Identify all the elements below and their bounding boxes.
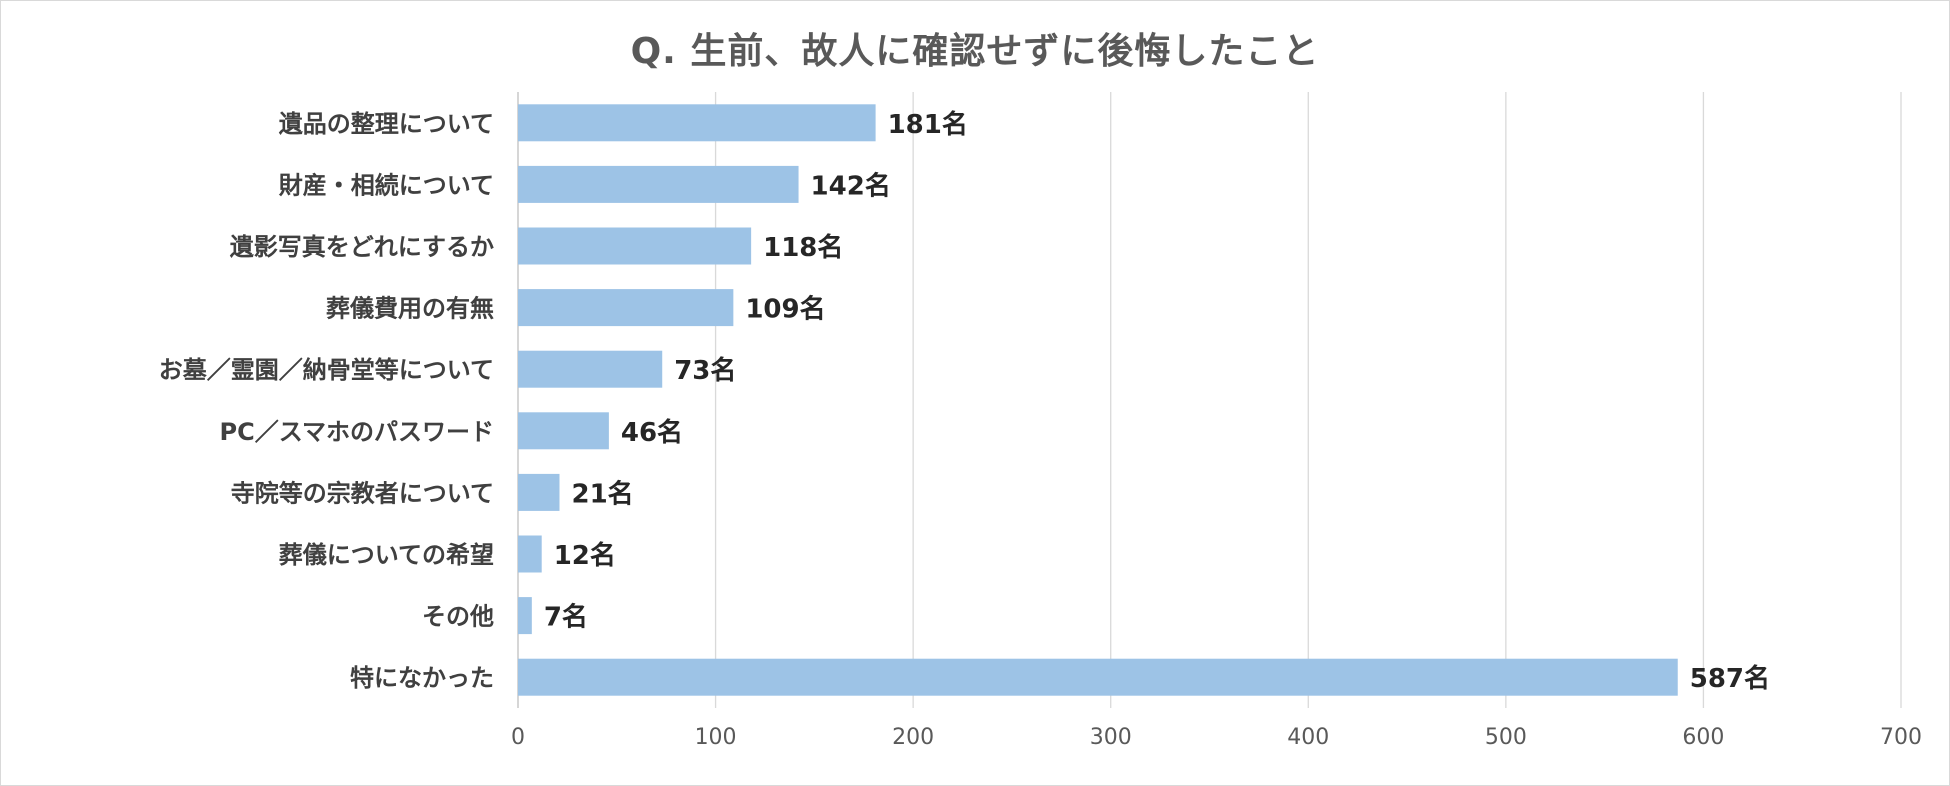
bar xyxy=(518,658,1678,696)
x-tick-label: 600 xyxy=(1682,725,1724,750)
category-label: その他 xyxy=(422,603,494,631)
x-tick-label: 0 xyxy=(511,725,525,750)
bar xyxy=(518,104,876,142)
category-label: 葬儀費用の有無 xyxy=(326,295,494,323)
bar xyxy=(518,350,663,388)
category-label: 財産・相続について xyxy=(279,171,494,199)
category-label: 遺影写真をどれにするか xyxy=(230,233,494,261)
bar xyxy=(518,165,799,203)
data-label: 587名 xyxy=(1690,663,1770,694)
x-tick-label: 200 xyxy=(892,725,934,750)
x-tick-label: 300 xyxy=(1090,725,1132,750)
bar xyxy=(518,473,560,511)
category-label: 葬儀についての希望 xyxy=(279,541,494,569)
bar xyxy=(518,412,609,450)
chart-title: Q. 生前、故人に確認せずに後悔したこと xyxy=(630,31,1320,72)
x-tick-label: 500 xyxy=(1485,725,1527,750)
data-label: 181名 xyxy=(888,109,968,140)
bars xyxy=(518,104,1678,696)
x-tick-label: 100 xyxy=(695,725,737,750)
bar xyxy=(518,597,532,635)
category-label: 遺品の整理について xyxy=(279,110,494,138)
data-labels: 181名 142名 118名 109名 73名 46名 21名 12名 7名 587名 xyxy=(544,109,1770,694)
category-label: PC／スマホのパスワード xyxy=(220,418,494,446)
data-label: 118名 xyxy=(763,232,843,263)
data-label: 12名 xyxy=(554,540,616,571)
category-label: お墓／霊園／納骨堂等について xyxy=(159,356,494,384)
data-label: 21名 xyxy=(571,478,633,509)
x-tick-label: 400 xyxy=(1287,725,1329,750)
category-labels: 遺品の整理について財産・相続について遺影写真をどれにするか葬儀費用の有無お墓／霊… xyxy=(159,110,494,692)
data-label: 46名 xyxy=(621,417,683,448)
bar xyxy=(518,535,542,573)
data-label: 109名 xyxy=(745,294,825,325)
data-label: 7名 xyxy=(544,602,588,633)
data-label: 142名 xyxy=(811,170,891,201)
category-label: 特になかった xyxy=(350,664,494,692)
x-axis-tick-labels: 0 100 200 300 400 500 600 700 xyxy=(511,725,1922,750)
x-tick-label: 700 xyxy=(1880,725,1922,750)
bar xyxy=(518,289,734,327)
category-label: 寺院等の宗教者について xyxy=(231,479,494,507)
data-label: 73名 xyxy=(674,355,736,386)
bar xyxy=(518,227,752,265)
